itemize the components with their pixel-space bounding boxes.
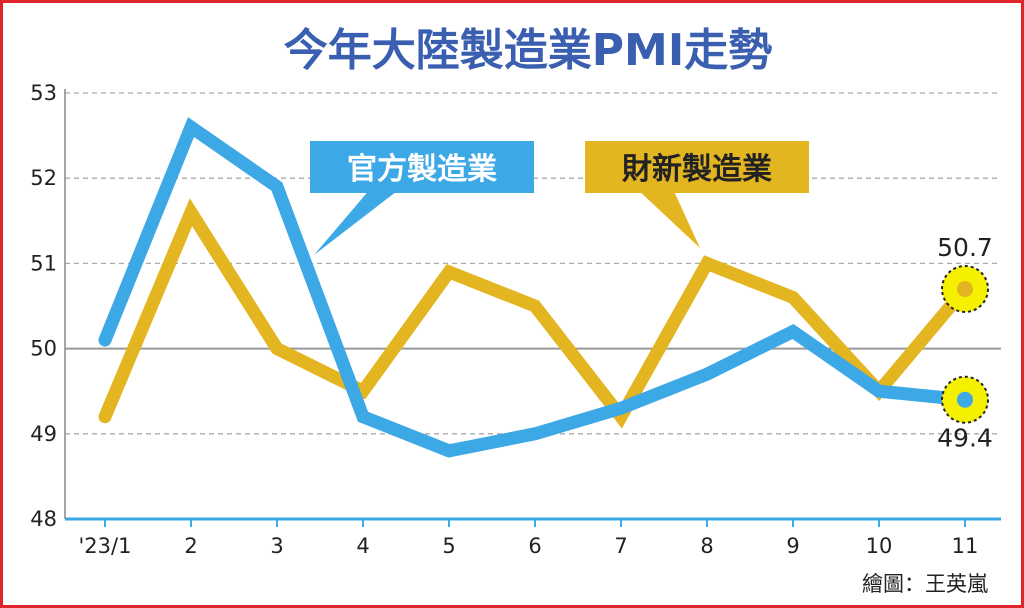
y-tick-label-49: 49	[30, 422, 57, 446]
callout-official: 官方製造業	[310, 141, 534, 255]
x-tick-label: 6	[528, 534, 541, 558]
legend-official-label: 官方製造業	[347, 152, 497, 187]
official-point	[190, 126, 192, 129]
x-tick-label: 9	[786, 534, 799, 558]
value-label-50.7: 50.7	[937, 233, 993, 262]
caixin-point	[534, 305, 536, 307]
official-point	[276, 185, 278, 188]
official-point	[878, 390, 880, 393]
value-label-49.4: 49.4	[937, 424, 993, 453]
caixin-point	[448, 270, 450, 273]
callout-caixin-pointer	[637, 189, 700, 248]
y-axis-ticks: 48 49 50 51 52 53	[30, 81, 57, 531]
y-tick-label-52: 52	[30, 166, 57, 190]
highlight-point	[957, 280, 973, 297]
pmi-line-chart: 今年大陸製造業PMI走勢 48 49 50 51 52 53 '23/1 2 3 4 5 6 7 8 9 1…	[30, 25, 1001, 596]
value-annotations: 50.7 49.4	[937, 233, 993, 453]
x-tick-label: 10	[866, 534, 893, 558]
callout-caixin-box	[585, 141, 809, 193]
caixin-point	[620, 415, 622, 418]
y-tick-label-48: 48	[30, 507, 57, 531]
x-tick-label: 3	[270, 534, 283, 558]
series-lines	[98, 117, 972, 458]
official-point	[362, 415, 364, 418]
official-point	[534, 432, 536, 435]
caixin-point	[706, 262, 708, 265]
official-point	[104, 339, 106, 342]
official-point	[620, 407, 622, 410]
x-tick-label: 5	[442, 534, 455, 558]
x-tick-label: 2	[184, 534, 197, 558]
y-tick-label-50: 50	[30, 337, 57, 361]
chart-credit: 繪圖：王英嵐	[862, 572, 988, 596]
caixin-point	[104, 415, 106, 418]
callout-caixin: 財新製造業	[585, 141, 809, 248]
y-tick-label-53: 53	[30, 81, 57, 105]
x-tick-label: 4	[356, 534, 369, 558]
x-tick-label: 7	[614, 534, 627, 558]
x-tick-label: 8	[700, 534, 713, 558]
x-tick-label: '23/1	[79, 534, 132, 558]
x-tick-label: 11	[952, 534, 979, 558]
highlight-point	[957, 391, 973, 408]
official-point	[792, 330, 794, 333]
official-point	[706, 373, 708, 376]
legend-caixin-label: 財新製造業	[622, 152, 772, 187]
official-point	[448, 449, 450, 452]
y-tick-label-51: 51	[30, 251, 57, 275]
caixin-point	[792, 296, 794, 299]
callout-official-box	[310, 141, 534, 193]
chart-title: 今年大陸製造業PMI走勢	[284, 25, 772, 76]
caixin-point	[276, 347, 278, 350]
series-line-caixin	[98, 198, 972, 429]
callout-official-pointer	[314, 188, 401, 255]
caixin-point	[190, 211, 192, 214]
x-axis-ticks: '23/1 2 3 4 5 6 7 8 9 10 11	[79, 519, 979, 558]
caixin-point	[362, 390, 364, 393]
